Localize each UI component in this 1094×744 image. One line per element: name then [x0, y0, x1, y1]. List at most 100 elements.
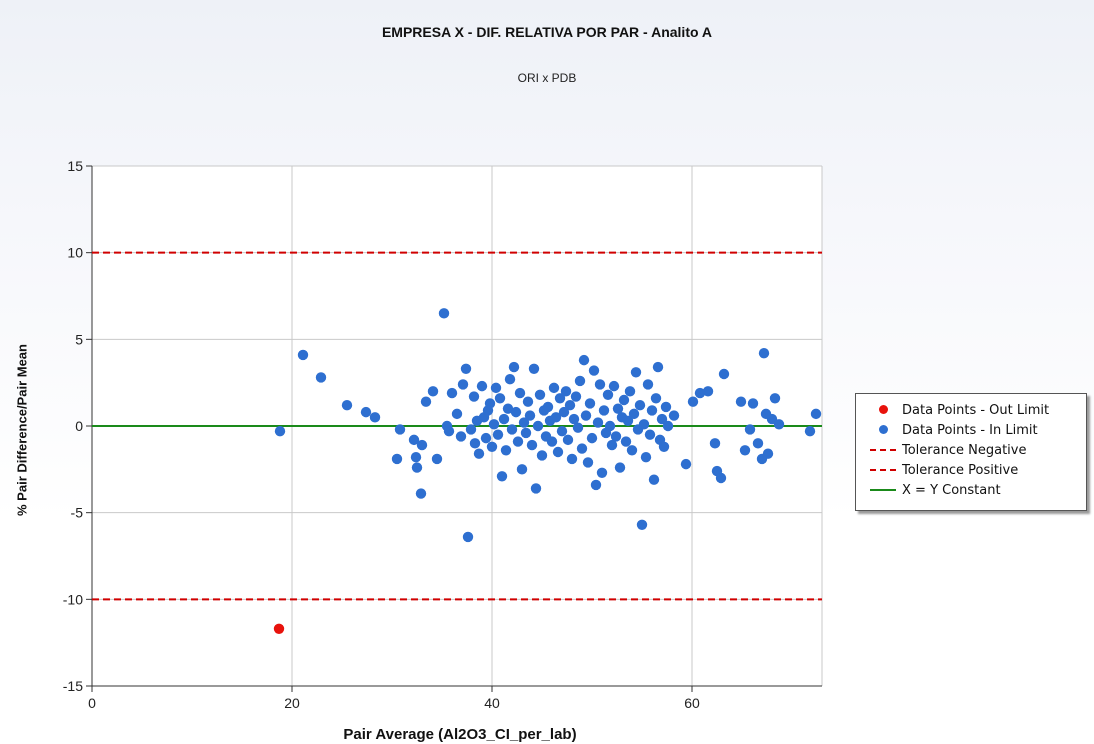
data-point-data-points-in-limit: [514, 387, 526, 399]
data-point-data-points-in-limit: [506, 424, 518, 435]
data-point-data-points-in-limit: [534, 389, 546, 400]
data-point-data-points-in-limit: [638, 419, 650, 430]
data-point-data-points-in-limit: [592, 417, 604, 428]
data-point-data-points-in-limit: [586, 432, 598, 444]
data-point-data-points-in-limit: [568, 413, 580, 425]
data-point-data-points-in-limit: [394, 424, 406, 435]
data-point-data-points-in-limit: [526, 439, 538, 451]
x-axis-label: Pair Average (Al2O3_CI_per_lab): [343, 726, 577, 743]
y-tick-label: 10: [67, 245, 83, 261]
data-point-data-points-in-limit: [588, 365, 600, 376]
chart-title: EMPRESA X - DIF. RELATIVA POR PAR - Anal…: [381, 24, 713, 40]
legend-marker-constant: [870, 489, 896, 491]
data-point-data-points-in-limit: [596, 467, 608, 478]
data-point-data-points-in-limit: [604, 420, 616, 432]
data-point-data-points-in-limit: [274, 426, 286, 437]
data-point-data-points-in-limit: [490, 382, 502, 394]
data-point-data-points-in-limit: [411, 462, 423, 473]
data-point-data-points-in-limit: [552, 446, 564, 458]
data-point-data-points-in-limit: [484, 398, 496, 409]
data-point-data-points-in-limit: [694, 387, 706, 399]
data-point-data-points-in-limit: [612, 403, 624, 414]
x-tick-label: 60: [684, 695, 700, 711]
data-point-data-points-in-limit: [508, 361, 520, 373]
data-point-data-points-in-limit: [804, 426, 816, 437]
data-point-data-points-in-limit: [598, 405, 610, 416]
data-point-data-points-in-limit: [518, 417, 530, 428]
data-point-data-points-in-limit: [410, 452, 422, 463]
data-point-data-points-in-limit: [608, 380, 620, 392]
y-tick-label: 0: [75, 418, 83, 434]
data-point-data-points-in-limit: [556, 426, 568, 437]
data-point-data-points-in-limit: [528, 363, 540, 374]
data-point-data-points-in-limit: [431, 453, 443, 465]
data-point-data-points-in-limit: [662, 420, 674, 432]
x-tick-label: 40: [484, 695, 500, 711]
legend-marker-tolerance-positive: [870, 469, 896, 471]
data-point-data-points-in-limit: [658, 441, 670, 452]
data-point-data-points-in-limit: [315, 372, 327, 383]
data-point-data-points-in-limit: [550, 412, 562, 423]
data-point-data-points-in-limit: [530, 483, 542, 494]
data-point-data-points-in-limit: [486, 441, 498, 452]
data-point-data-points-in-limit: [542, 401, 554, 413]
data-point-data-points-in-limit: [554, 393, 566, 404]
data-points: [273, 308, 822, 634]
data-point-data-points-in-limit: [420, 396, 432, 407]
data-point-data-points-in-limit: [297, 349, 309, 361]
data-point-data-points-in-limit: [502, 403, 514, 414]
data-point-data-points-in-limit: [652, 361, 664, 373]
data-point-data-points-in-limit: [648, 474, 660, 485]
data-point-data-points-in-limit: [668, 410, 680, 421]
legend-item-in-limit: Data Points - In Limit: [866, 420, 1086, 440]
data-point-data-points-in-limit: [408, 434, 420, 446]
data-point-data-points-in-limit: [614, 462, 626, 473]
legend-label: Data Points - In Limit: [902, 422, 1038, 438]
data-point-data-points-in-limit: [500, 445, 512, 456]
data-point-data-points-in-limit: [624, 386, 636, 397]
data-point-data-points-in-limit: [680, 458, 692, 470]
data-point-data-points-in-limit: [762, 448, 774, 459]
data-point-data-points-in-limit: [369, 412, 381, 423]
y-tick-label: 15: [67, 158, 83, 174]
data-point-data-points-in-limit: [524, 410, 536, 421]
data-point-data-points-in-limit: [473, 448, 485, 459]
data-point-data-points-in-limit: [446, 387, 458, 399]
data-point-data-points-in-limit: [520, 427, 532, 439]
chart-legend: Data Points - Out Limit Data Points - In…: [855, 393, 1087, 511]
data-point-data-points-in-limit: [427, 386, 439, 397]
data-point-data-points-in-limit: [570, 391, 582, 402]
data-point-data-points-in-limit: [488, 419, 500, 430]
data-point-data-points-in-limit: [494, 393, 506, 404]
data-point-data-points-in-limit: [656, 413, 668, 425]
data-point-data-points-in-limit: [660, 401, 672, 413]
data-point-data-points-in-limit: [548, 382, 560, 394]
data-point-data-points-in-limit: [618, 394, 630, 406]
data-point-data-points-in-limit: [606, 439, 618, 451]
data-point-data-points-in-limit: [512, 436, 524, 447]
data-point-data-points-in-limit: [574, 375, 586, 387]
data-point-data-points-in-limit: [630, 367, 642, 378]
legend-label: Data Points - Out Limit: [902, 402, 1050, 418]
data-point-data-points-in-limit: [516, 464, 528, 475]
data-point-data-points-in-limit: [532, 420, 544, 432]
legend-marker-in-limit: [879, 425, 888, 434]
data-point-data-points-in-limit: [702, 386, 714, 397]
data-point-data-points-in-limit: [582, 457, 594, 468]
data-point-data-points-in-limit: [752, 438, 764, 449]
data-point-data-points-in-limit: [558, 406, 570, 418]
legend-item-tolerance-positive: Tolerance Positive: [866, 460, 1086, 480]
legend-label: Tolerance Positive: [902, 462, 1019, 478]
data-point-data-points-in-limit: [451, 408, 463, 420]
data-point-data-points-in-limit: [562, 434, 574, 446]
data-point-data-points-in-limit: [546, 436, 558, 447]
data-point-data-points-in-limit: [465, 424, 477, 435]
legend-item-tolerance-negative: Tolerance Negative: [866, 440, 1086, 460]
data-point-data-points-in-limit: [496, 471, 508, 482]
data-point-data-points-in-limit: [360, 406, 372, 418]
legend-label: Tolerance Negative: [902, 442, 1027, 458]
data-point-data-points-in-limit: [498, 413, 510, 425]
data-point-data-points-in-limit: [476, 380, 488, 392]
data-point-data-points-in-limit: [522, 396, 534, 407]
data-point-data-points-in-limit: [634, 400, 646, 411]
